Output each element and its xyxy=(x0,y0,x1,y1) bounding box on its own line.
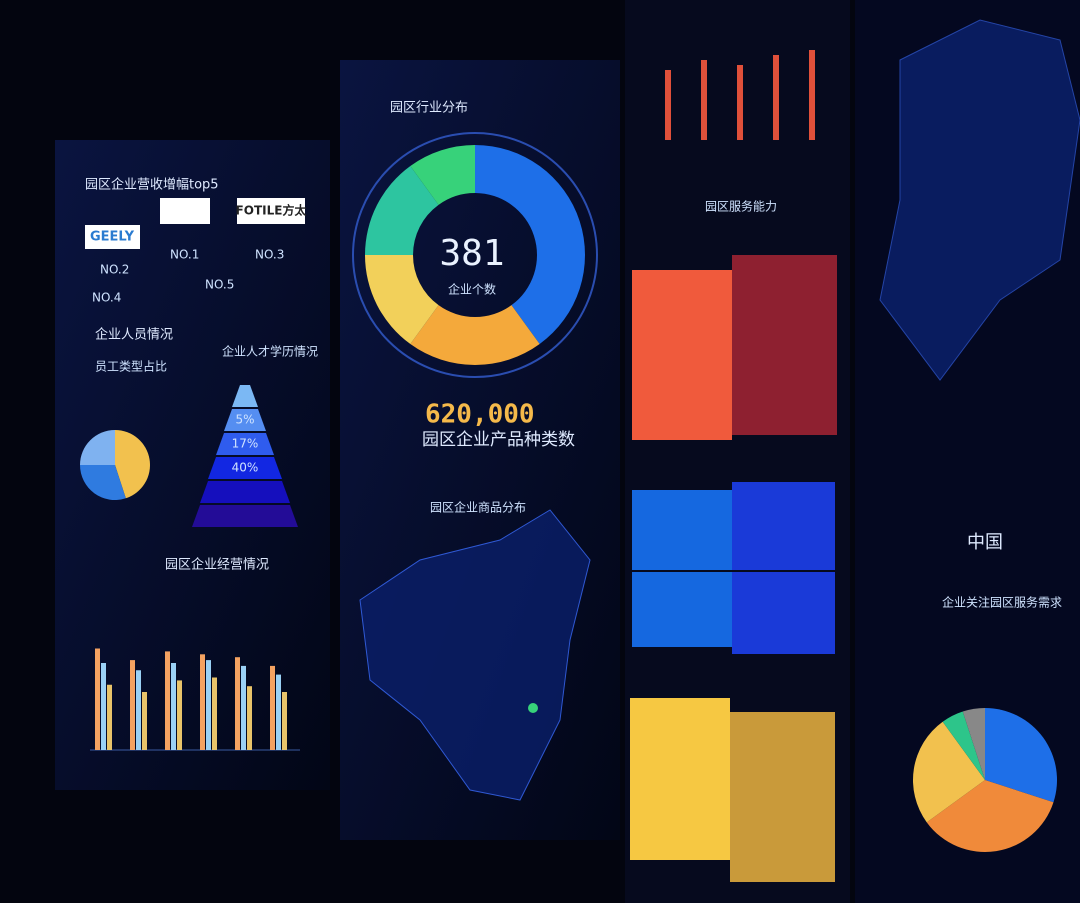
rank: NO.2 xyxy=(100,263,129,277)
bar xyxy=(130,660,135,750)
segment xyxy=(364,255,439,344)
pyramid-label: 5% xyxy=(235,413,254,427)
pyramid-label: 17% xyxy=(232,437,259,451)
pyramid-layer xyxy=(232,385,258,407)
pyramid-layer xyxy=(200,481,290,503)
panel-title: 园区企业商品分布 xyxy=(430,500,526,515)
subtitle: 员工类型占比 xyxy=(95,359,167,374)
pyramid-layer xyxy=(224,409,266,431)
bar xyxy=(177,680,182,750)
segment xyxy=(942,711,985,780)
bar xyxy=(235,657,240,750)
bar xyxy=(247,686,252,750)
bar xyxy=(142,692,147,750)
bar xyxy=(282,692,287,750)
bar xyxy=(809,50,815,140)
segment xyxy=(913,721,985,823)
segment xyxy=(475,145,585,344)
segment xyxy=(365,166,439,255)
panel-title: 企业人员情况 xyxy=(95,327,173,343)
rank: NO.5 xyxy=(205,278,234,292)
segment xyxy=(962,708,985,780)
panel-title: 企业关注园区服务需求 xyxy=(942,595,1062,610)
rank: NO.3 xyxy=(255,248,284,262)
ring-outline xyxy=(352,132,598,378)
bar xyxy=(95,648,100,750)
treemap-block xyxy=(730,712,835,882)
pyramid-layer xyxy=(216,433,274,455)
brand: GEELY xyxy=(90,230,135,245)
bar xyxy=(665,70,671,140)
brand-box xyxy=(237,198,305,224)
bar xyxy=(737,65,743,140)
treemap-block xyxy=(632,572,732,647)
panel-title: 园区服务能力 xyxy=(705,199,777,214)
treemap-block xyxy=(732,255,837,435)
china-map xyxy=(359,509,591,801)
bar xyxy=(773,55,779,140)
bar xyxy=(165,651,170,750)
map-outline xyxy=(879,19,1080,381)
treemap-block xyxy=(630,698,730,860)
brand: FOTILE方太 xyxy=(236,203,308,218)
product-count: 620,000 xyxy=(425,400,535,430)
panel-title: 园区企业营收增幅top5 xyxy=(85,177,219,193)
treemap-block xyxy=(732,482,835,570)
segment xyxy=(926,780,1054,852)
brand-box xyxy=(85,225,140,249)
segment xyxy=(985,708,1057,803)
treemap-block xyxy=(732,572,835,654)
map-dot xyxy=(528,703,538,713)
rank: NO.1 xyxy=(170,248,199,262)
bar xyxy=(171,663,176,750)
segment xyxy=(80,465,126,501)
segment xyxy=(115,430,151,499)
segment xyxy=(410,145,475,205)
bar xyxy=(270,665,275,750)
bar xyxy=(107,684,112,750)
segment xyxy=(410,305,540,366)
count: 381 xyxy=(439,233,504,274)
brand-box xyxy=(160,198,210,224)
bar xyxy=(212,677,217,750)
bar xyxy=(136,670,141,750)
product-label: 园区企业产品种类数 xyxy=(422,430,575,450)
bar xyxy=(206,660,211,750)
subtitle: 企业人才学历情况 xyxy=(222,344,318,359)
count-label: 企业个数 xyxy=(448,282,496,297)
pyramid-label: 40% xyxy=(232,461,259,475)
pyramid-layer xyxy=(208,457,282,479)
panel-title: 园区企业经营情况 xyxy=(165,557,269,573)
treemap-block xyxy=(632,490,732,570)
treemap-block xyxy=(632,270,732,440)
rank: NO.4 xyxy=(92,291,121,305)
bar xyxy=(701,60,707,140)
bar xyxy=(276,674,281,750)
bar xyxy=(200,654,205,750)
bar xyxy=(241,665,246,750)
segment xyxy=(80,430,115,465)
pyramid-layer xyxy=(192,505,298,527)
panel-title: 园区行业分布 xyxy=(390,101,468,116)
bar xyxy=(101,663,106,750)
map-label: 中国 xyxy=(967,532,1003,553)
